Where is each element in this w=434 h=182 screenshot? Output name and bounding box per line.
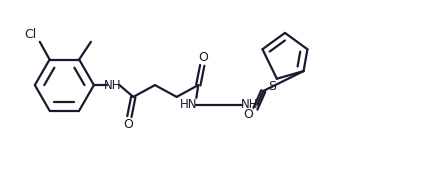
Text: O: O	[198, 51, 208, 64]
Text: S: S	[267, 80, 275, 93]
Text: O: O	[123, 118, 133, 131]
Text: Cl: Cl	[24, 28, 36, 41]
Text: HN: HN	[179, 98, 197, 111]
Text: NH: NH	[104, 79, 121, 92]
Text: NH: NH	[240, 98, 258, 111]
Text: O: O	[243, 108, 253, 121]
